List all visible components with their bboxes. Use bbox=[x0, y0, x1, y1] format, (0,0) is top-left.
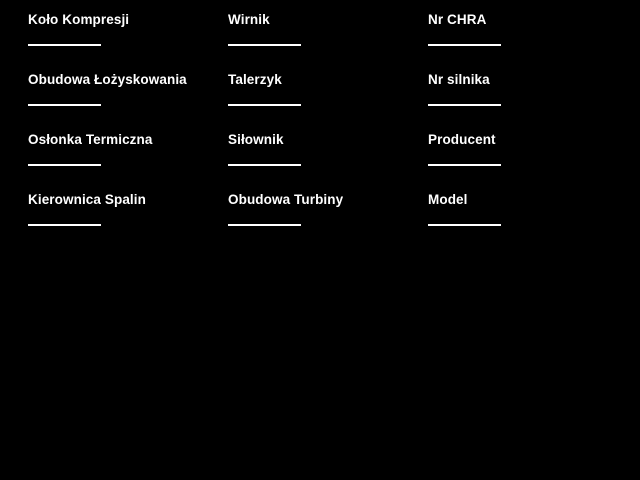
field-obudowa-turbiny[interactable]: Obudowa Turbiny bbox=[228, 192, 408, 242]
field-label: Nr silnika bbox=[428, 72, 490, 87]
field-label: Obudowa Łożyskowania bbox=[28, 72, 187, 87]
field-label: Producent bbox=[428, 132, 496, 147]
field-oslonka-termiczna[interactable]: Osłonka Termiczna bbox=[28, 132, 208, 182]
field-underline[interactable] bbox=[28, 104, 101, 106]
field-underline[interactable] bbox=[428, 164, 501, 166]
field-underline[interactable] bbox=[228, 44, 301, 46]
field-underline[interactable] bbox=[428, 224, 501, 226]
field-label: Obudowa Turbiny bbox=[228, 192, 344, 207]
field-underline[interactable] bbox=[428, 44, 501, 46]
field-silownik[interactable]: Siłownik bbox=[228, 132, 408, 182]
field-underline[interactable] bbox=[228, 164, 301, 166]
field-talerzyk[interactable]: Talerzyk bbox=[228, 72, 408, 122]
field-underline[interactable] bbox=[28, 44, 101, 46]
field-label: Osłonka Termiczna bbox=[28, 132, 153, 147]
field-obudowa-lozyskowania[interactable]: Obudowa Łożyskowania bbox=[28, 72, 208, 122]
field-label: Talerzyk bbox=[228, 72, 282, 87]
field-producent[interactable]: Producent bbox=[428, 132, 608, 182]
field-label: Model bbox=[428, 192, 468, 207]
field-label: Nr CHRA bbox=[428, 12, 487, 27]
field-nr-silnika[interactable]: Nr silnika bbox=[428, 72, 608, 122]
field-label: Siłownik bbox=[228, 132, 284, 147]
field-grid: Koło Kompresji Obudowa Łożyskowania Osło… bbox=[28, 12, 608, 242]
field-kierownica-spalin[interactable]: Kierownica Spalin bbox=[28, 192, 208, 242]
field-label: Wirnik bbox=[228, 12, 270, 27]
field-kolo-kompresji[interactable]: Koło Kompresji bbox=[28, 12, 208, 62]
field-underline[interactable] bbox=[428, 104, 501, 106]
field-label: Kierownica Spalin bbox=[28, 192, 146, 207]
empty-content-area bbox=[0, 240, 640, 480]
field-underline[interactable] bbox=[28, 224, 101, 226]
field-nr-chra[interactable]: Nr CHRA bbox=[428, 12, 608, 62]
field-underline[interactable] bbox=[28, 164, 101, 166]
field-label: Koło Kompresji bbox=[28, 12, 130, 27]
field-wirnik[interactable]: Wirnik bbox=[228, 12, 408, 62]
field-underline[interactable] bbox=[228, 104, 301, 106]
field-model[interactable]: Model bbox=[428, 192, 608, 242]
field-underline[interactable] bbox=[228, 224, 301, 226]
